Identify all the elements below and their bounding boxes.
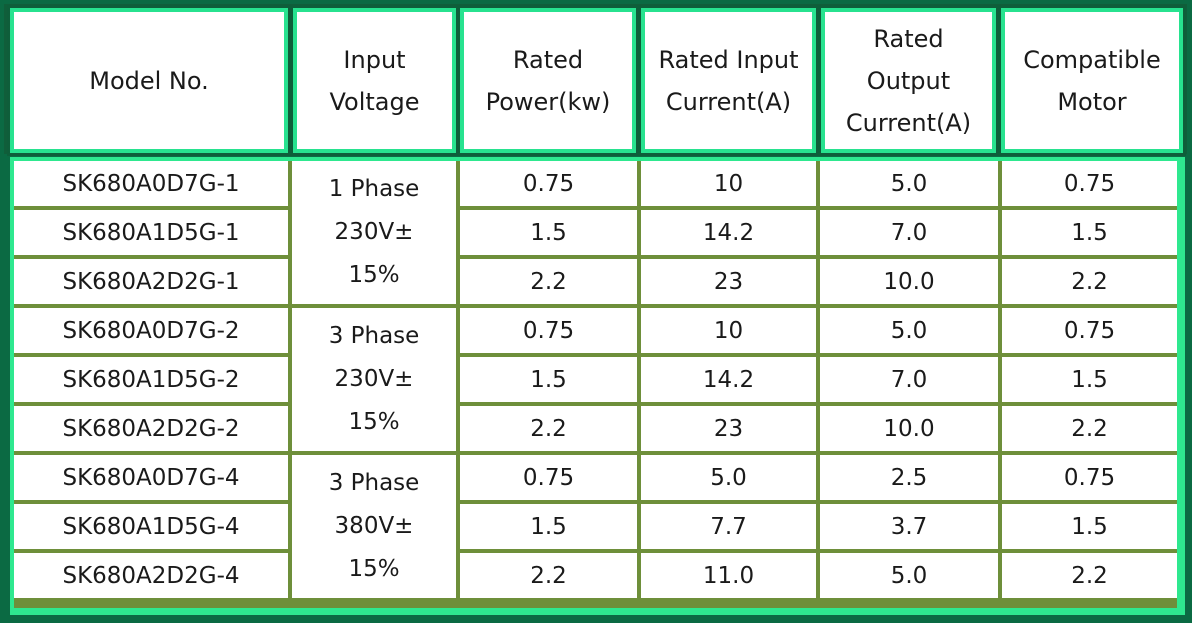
input-voltage-line: 1 Phase — [328, 176, 420, 202]
input-voltage-cell: 3 Phase 230V± 15% — [292, 308, 456, 451]
input-voltage-line: 380V± — [334, 513, 414, 539]
model-no-cell: SK680A1D5G-4 — [14, 504, 288, 549]
compatible-motor-cell: 0.75 — [1002, 308, 1177, 353]
rated-input-current-cell: 11.0 — [641, 553, 816, 598]
rated-input-current-cell: 10 — [641, 308, 816, 353]
rated-output-current-cell: 3.7 — [820, 504, 998, 549]
rated-input-current-cell: 14.2 — [641, 357, 816, 402]
input-voltage-cell: 1 Phase 230V± 15% — [292, 161, 456, 304]
rated-power-cell: 2.2 — [460, 259, 637, 304]
rated-output-current-cell: 7.0 — [820, 210, 998, 255]
input-voltage-line: 3 Phase — [328, 323, 420, 349]
header-label: Rated Power(kw) — [485, 45, 611, 116]
header-label: Rated Input Current(A) — [658, 45, 799, 116]
rated-input-current-cell: 10 — [641, 161, 816, 206]
header-rated-power: Rated Power(kw) — [464, 12, 632, 149]
rated-power-cell: 2.2 — [460, 406, 637, 451]
header-rated-input-current: Rated Input Current(A) — [645, 12, 812, 149]
model-no-cell: SK680A2D2G-2 — [14, 406, 288, 451]
compatible-motor-cell: 1.5 — [1002, 504, 1177, 549]
input-voltage-line: 230V± — [334, 219, 414, 245]
compatible-motor-cell: 1.5 — [1002, 210, 1177, 255]
rated-input-current-cell: 23 — [641, 259, 816, 304]
header-rated-output-current: Rated Output Current(A) — [825, 12, 992, 149]
table-header-row: Model No. Input Voltage Rated Power(kw) … — [4, 4, 1187, 154]
compatible-motor-cell: 0.75 — [1002, 161, 1177, 206]
header-model-no: Model No. — [14, 12, 284, 149]
rated-output-current-cell: 5.0 — [820, 161, 998, 206]
rated-output-current-cell: 10.0 — [820, 406, 998, 451]
input-voltage-line: 230V± — [334, 366, 414, 392]
rated-output-current-cell: 5.0 — [820, 308, 998, 353]
rated-output-current-cell: 10.0 — [820, 259, 998, 304]
input-voltage-cell: 3 Phase 380V± 15% — [292, 455, 456, 598]
header-label: Compatible Motor — [1023, 45, 1161, 116]
header-label: Model No. — [89, 66, 209, 95]
header-compatible-motor: Compatible Motor — [1005, 12, 1179, 149]
rated-input-current-cell: 23 — [641, 406, 816, 451]
rated-output-current-cell: 2.5 — [820, 455, 998, 500]
input-voltage-line: 15% — [348, 262, 400, 288]
model-no-cell: SK680A1D5G-2 — [14, 357, 288, 402]
rated-power-cell: 1.5 — [460, 357, 637, 402]
compatible-motor-cell: 2.2 — [1002, 259, 1177, 304]
header-label: Rated Output Current(A) — [845, 24, 972, 137]
input-voltage-line: 15% — [348, 556, 400, 582]
rated-power-cell: 0.75 — [460, 308, 637, 353]
rated-output-current-cell: 7.0 — [820, 357, 998, 402]
compatible-motor-cell: 2.2 — [1002, 553, 1177, 598]
rated-power-cell: 1.5 — [460, 504, 637, 549]
table-body-frame: 1 Phase 230V± 15% SK680A0D7G-1 0.75 10 5.0 0.75… — [10, 157, 1185, 615]
rated-power-cell: 2.2 — [460, 553, 637, 598]
rated-input-current-cell: 5.0 — [641, 455, 816, 500]
table-body: 1 Phase 230V± 15% SK680A0D7G-1 0.75 10 5.0 0.75… — [14, 161, 1177, 608]
model-no-cell: SK680A0D7G-4 — [14, 455, 288, 500]
header-input-voltage: Input Voltage — [297, 12, 452, 149]
rated-power-cell: 1.5 — [460, 210, 637, 255]
input-voltage-line: 15% — [348, 409, 400, 435]
rated-input-current-cell: 7.7 — [641, 504, 816, 549]
model-no-cell: SK680A2D2G-4 — [14, 553, 288, 598]
header-label: Input Voltage — [329, 45, 420, 116]
compatible-motor-cell: 0.75 — [1002, 455, 1177, 500]
rated-power-cell: 0.75 — [460, 161, 637, 206]
model-no-cell: SK680A0D7G-2 — [14, 308, 288, 353]
rated-input-current-cell: 14.2 — [641, 210, 816, 255]
rated-output-current-cell: 5.0 — [820, 553, 998, 598]
model-no-cell: SK680A0D7G-1 — [14, 161, 288, 206]
compatible-motor-cell: 2.2 — [1002, 406, 1177, 451]
model-no-cell: SK680A1D5G-1 — [14, 210, 288, 255]
rated-power-cell: 0.75 — [460, 455, 637, 500]
compatible-motor-cell: 1.5 — [1002, 357, 1177, 402]
input-voltage-line: 3 Phase — [328, 470, 420, 496]
model-no-cell: SK680A2D2G-1 — [14, 259, 288, 304]
